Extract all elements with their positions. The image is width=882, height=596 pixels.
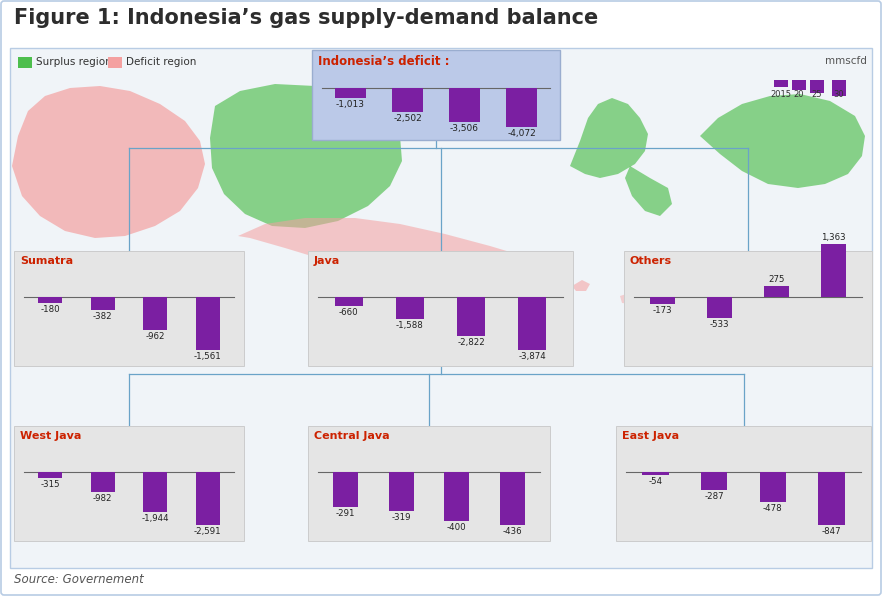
Text: 25: 25 — [811, 90, 822, 99]
FancyBboxPatch shape — [14, 251, 244, 366]
Polygon shape — [210, 84, 402, 228]
Text: -382: -382 — [93, 312, 113, 321]
Polygon shape — [700, 94, 865, 188]
Text: 275: 275 — [768, 275, 785, 284]
FancyBboxPatch shape — [91, 297, 115, 310]
FancyBboxPatch shape — [334, 297, 363, 306]
FancyBboxPatch shape — [701, 472, 728, 490]
Text: Central Java: Central Java — [314, 431, 390, 441]
Text: 20: 20 — [794, 90, 804, 99]
FancyBboxPatch shape — [312, 50, 560, 140]
Text: -533: -533 — [710, 319, 729, 328]
FancyBboxPatch shape — [832, 80, 846, 96]
FancyBboxPatch shape — [38, 297, 63, 303]
FancyBboxPatch shape — [505, 88, 537, 128]
FancyBboxPatch shape — [308, 251, 573, 366]
FancyBboxPatch shape — [649, 297, 676, 304]
Text: -962: -962 — [146, 331, 165, 340]
Text: -1,561: -1,561 — [194, 352, 221, 361]
Polygon shape — [620, 288, 672, 306]
Text: -287: -287 — [705, 492, 724, 501]
FancyBboxPatch shape — [392, 88, 423, 112]
FancyBboxPatch shape — [810, 80, 824, 93]
FancyBboxPatch shape — [706, 297, 732, 318]
Text: Figure 1: Indonesia’s gas supply-demand balance: Figure 1: Indonesia’s gas supply-demand … — [14, 8, 598, 28]
Text: -2,822: -2,822 — [457, 337, 485, 346]
FancyBboxPatch shape — [143, 472, 168, 512]
FancyBboxPatch shape — [457, 297, 485, 336]
FancyBboxPatch shape — [499, 472, 525, 525]
Text: -3,874: -3,874 — [519, 352, 546, 361]
FancyBboxPatch shape — [792, 80, 806, 90]
FancyBboxPatch shape — [91, 472, 115, 492]
Polygon shape — [12, 86, 205, 238]
Text: -660: -660 — [339, 308, 358, 317]
Text: -319: -319 — [392, 513, 411, 522]
Text: mmscfd: mmscfd — [826, 56, 867, 66]
Text: 1,363: 1,363 — [821, 233, 846, 242]
Text: -291: -291 — [336, 510, 355, 519]
Text: -847: -847 — [822, 527, 841, 536]
FancyBboxPatch shape — [333, 472, 358, 507]
Text: -54: -54 — [648, 477, 662, 486]
Text: -478: -478 — [763, 504, 782, 513]
Text: -1,944: -1,944 — [141, 514, 169, 523]
Text: -173: -173 — [653, 306, 672, 315]
FancyBboxPatch shape — [14, 426, 244, 541]
Text: -180: -180 — [41, 305, 60, 314]
Text: -315: -315 — [41, 480, 60, 489]
Polygon shape — [572, 280, 590, 291]
Text: -436: -436 — [503, 527, 522, 536]
FancyBboxPatch shape — [196, 472, 220, 525]
FancyBboxPatch shape — [624, 251, 872, 366]
Text: -3,506: -3,506 — [450, 124, 479, 133]
FancyBboxPatch shape — [308, 426, 550, 541]
Text: -2,502: -2,502 — [393, 114, 422, 123]
Text: Sumatra: Sumatra — [20, 256, 73, 266]
Text: -1,013: -1,013 — [336, 100, 365, 108]
FancyBboxPatch shape — [143, 297, 168, 330]
FancyBboxPatch shape — [642, 472, 669, 476]
FancyBboxPatch shape — [519, 297, 546, 350]
FancyBboxPatch shape — [196, 297, 220, 350]
FancyBboxPatch shape — [764, 286, 789, 297]
Text: -4,072: -4,072 — [507, 129, 536, 138]
Polygon shape — [238, 218, 568, 304]
FancyBboxPatch shape — [820, 244, 847, 297]
FancyBboxPatch shape — [759, 472, 786, 502]
Text: Surplus region: Surplus region — [36, 57, 112, 67]
Text: 2015: 2015 — [771, 90, 791, 99]
FancyBboxPatch shape — [10, 48, 872, 568]
Text: East Java: East Java — [622, 431, 679, 441]
Polygon shape — [625, 166, 672, 216]
Polygon shape — [570, 98, 648, 178]
FancyBboxPatch shape — [445, 472, 469, 520]
FancyBboxPatch shape — [396, 297, 423, 319]
Text: Others: Others — [630, 256, 672, 266]
FancyBboxPatch shape — [818, 472, 845, 525]
Text: -2,591: -2,591 — [194, 527, 221, 536]
FancyBboxPatch shape — [335, 88, 366, 98]
Text: -400: -400 — [447, 523, 467, 532]
FancyBboxPatch shape — [108, 57, 122, 68]
FancyBboxPatch shape — [774, 80, 788, 87]
FancyBboxPatch shape — [38, 472, 63, 479]
FancyBboxPatch shape — [449, 88, 480, 122]
Text: -982: -982 — [93, 494, 113, 503]
Text: Indonesia’s deficit :: Indonesia’s deficit : — [318, 55, 450, 68]
FancyBboxPatch shape — [616, 426, 871, 541]
Text: West Java: West Java — [20, 431, 81, 441]
FancyBboxPatch shape — [389, 472, 414, 511]
Text: Source: Governement: Source: Governement — [14, 573, 144, 586]
Text: Deficit region: Deficit region — [126, 57, 197, 67]
FancyBboxPatch shape — [18, 57, 32, 68]
Text: -1,588: -1,588 — [396, 321, 423, 330]
Text: 30: 30 — [833, 90, 844, 99]
Text: Java: Java — [314, 256, 340, 266]
